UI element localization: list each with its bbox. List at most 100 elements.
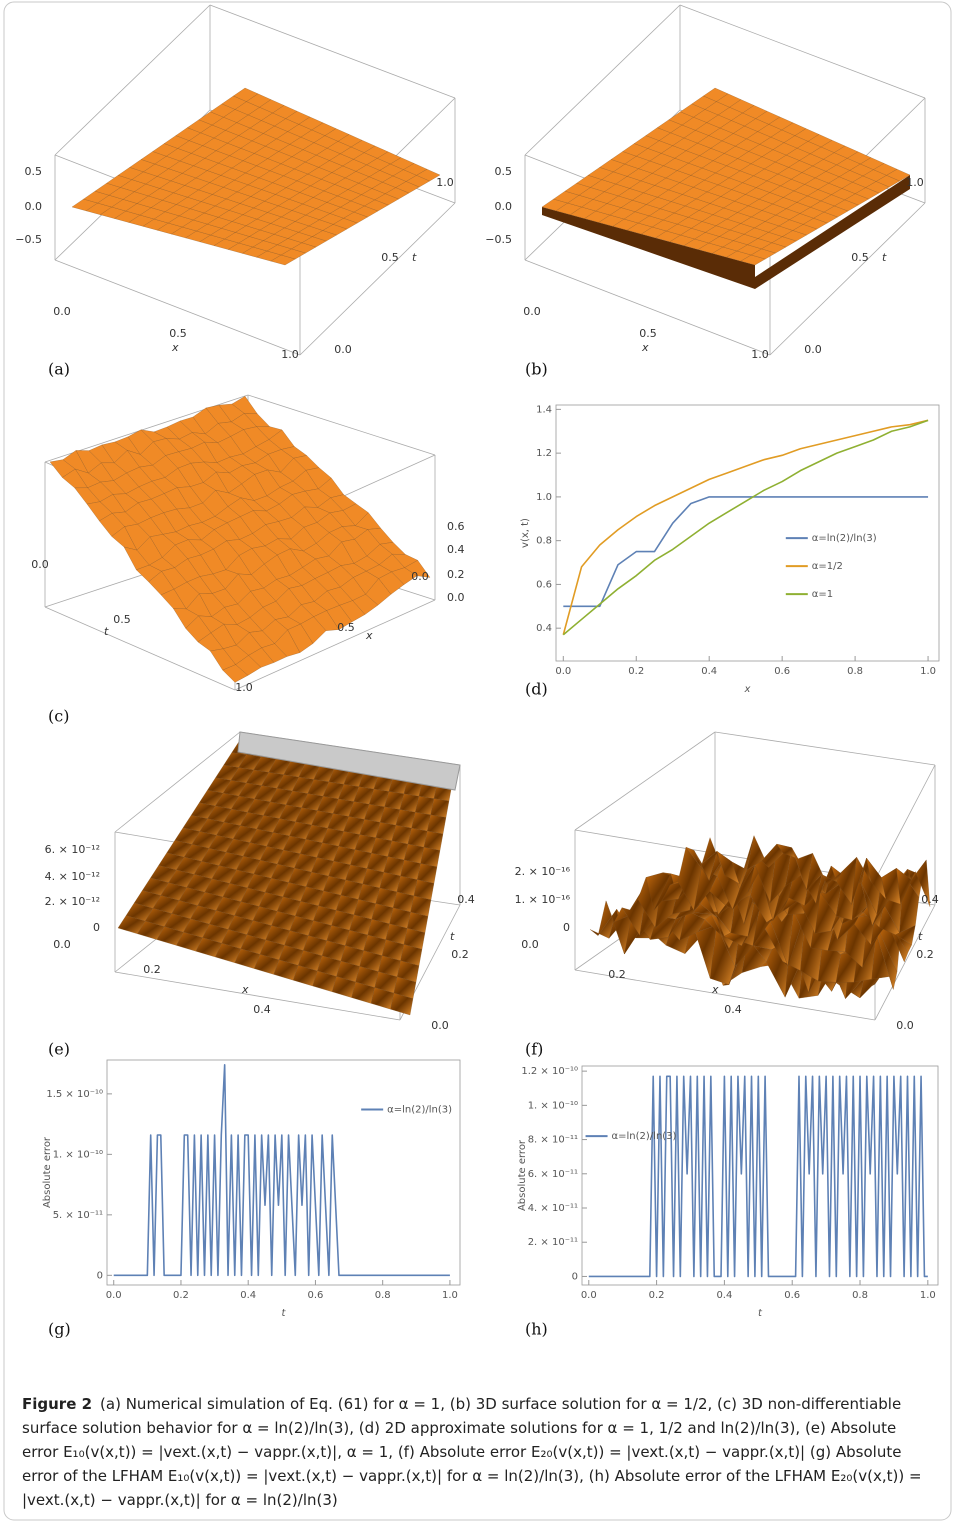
x-tick-label: 0.8 <box>847 666 863 677</box>
y-axis-label: Absolute error <box>42 1136 53 1208</box>
surface-cell <box>886 168 911 182</box>
x-axis-label: x <box>641 341 649 354</box>
x-tick-label: 0.6 <box>774 666 790 677</box>
box-edge <box>209 4 456 99</box>
z-tick-label: 0 <box>93 921 100 934</box>
t-tick-label: 0.5 <box>851 251 869 264</box>
x-tick-label: 0.2 <box>608 968 626 981</box>
frame <box>3 1 952 1521</box>
x-tick-label: 1.0 <box>442 1290 458 1301</box>
z-tick-label: 0.5 <box>495 165 513 178</box>
x-axis-label: t <box>282 1308 287 1319</box>
y-tick-label: 5. × 10⁻¹¹ <box>53 1210 103 1221</box>
y-axis-label: v(x, t) <box>520 518 531 548</box>
z-tick-label: −0.5 <box>15 233 42 246</box>
surface-cell <box>427 814 447 835</box>
y-tick-label: 0.4 <box>536 623 552 634</box>
y-tick-label: 6. × 10⁻¹¹ <box>528 1169 578 1180</box>
y-tick-label: 0 <box>97 1270 103 1281</box>
legend-label: α=ln(2)/ln(3) <box>387 1105 452 1116</box>
legend-label: α=1 <box>812 589 833 600</box>
box-edge <box>679 4 926 99</box>
t-axis-label: t <box>450 930 455 943</box>
box-edge <box>299 202 456 356</box>
t-tick-label: 0.0 <box>896 1019 914 1032</box>
x-tick-label: 0.0 <box>523 305 541 318</box>
t-tick-label: 0.0 <box>431 1019 449 1032</box>
box-edge <box>114 731 241 833</box>
series-line <box>563 496 929 608</box>
x-axis-label: x <box>365 629 373 642</box>
t-tick-label: 1.0 <box>906 176 924 189</box>
box-edge <box>574 731 716 831</box>
x-axis-label: x <box>711 983 719 996</box>
x-tick-label: 0.0 <box>106 1290 122 1301</box>
box-edge <box>234 599 436 691</box>
x-axis-label: x <box>241 983 249 996</box>
y-tick-label: 1. × 10⁻¹⁰ <box>53 1149 103 1160</box>
legend-label: α=ln(2)/ln(3) <box>612 1131 677 1142</box>
x-tick-label: 0.4 <box>724 1003 742 1016</box>
x-tick-label: 0.8 <box>375 1290 391 1301</box>
x-tick-label: 0.5 <box>169 327 187 340</box>
surface-cell <box>420 846 441 868</box>
x-tick-label: 0.0 <box>411 570 429 583</box>
t-tick-label: 1.0 <box>235 681 253 694</box>
x-tick-label: 0.0 <box>555 666 571 677</box>
x-tick-label: 1.0 <box>751 348 769 361</box>
surface-cell <box>911 859 931 907</box>
box-edge <box>247 394 436 456</box>
legend-label: α=1/2 <box>812 561 843 572</box>
panel-label: (c) <box>48 707 69 726</box>
surface-edge <box>542 175 910 289</box>
x-tick-label: 0.4 <box>701 666 717 677</box>
x-tick-label: 0.4 <box>716 1290 732 1301</box>
series-line <box>113 1064 450 1277</box>
panel-label: (g) <box>48 1320 71 1339</box>
z-tick-label: 0.2 <box>447 568 465 581</box>
y-tick-label: 1.2 × 10⁻¹⁰ <box>521 1066 578 1077</box>
caption: Figure 2 (a) Numerical simulation of Eq. … <box>22 1392 937 1512</box>
plot-frame <box>555 404 940 662</box>
x-tick-label: 0.0 <box>53 938 71 951</box>
box-edge <box>574 969 876 1021</box>
t-axis-label: t <box>918 930 923 943</box>
panel-label: (b) <box>525 360 548 379</box>
y-tick-label: 1.0 <box>536 492 552 503</box>
t-axis-label: t <box>412 251 417 264</box>
y-tick-label: 1.2 <box>536 448 552 459</box>
series-line <box>562 419 929 635</box>
box-edge <box>874 764 936 881</box>
y-tick-label: 1. × 10⁻¹⁰ <box>528 1100 578 1111</box>
y-tick-label: 0.6 <box>536 579 552 590</box>
x-tick-label: 0.4 <box>240 1290 256 1301</box>
t-tick-label: 0.4 <box>921 893 939 906</box>
y-tick-label: 0 <box>572 1271 578 1282</box>
x-axis-label: x <box>744 684 751 695</box>
x-axis-label: t <box>758 1308 763 1319</box>
surface-cell <box>416 168 441 182</box>
z-tick-label: 0.6 <box>447 520 465 533</box>
panel-label: (h) <box>525 1320 548 1339</box>
t-tick-label: 0.0 <box>31 558 49 571</box>
z-tick-label: 0.4 <box>447 543 465 556</box>
box-edge <box>714 731 936 766</box>
y-tick-label: 8. × 10⁻¹¹ <box>528 1135 578 1146</box>
box-edge <box>524 259 771 356</box>
y-tick-label: 0.8 <box>536 536 552 547</box>
surface-cell <box>423 830 444 851</box>
t-tick-label: 1.0 <box>436 176 454 189</box>
box-edge <box>574 829 876 881</box>
z-tick-label: 0 <box>563 921 570 934</box>
z-tick-label: 1. × 10⁻¹⁶ <box>515 893 571 906</box>
y-tick-label: 1.5 × 10⁻¹⁰ <box>46 1089 103 1100</box>
caption-label: Figure 2 <box>22 1395 93 1413</box>
box-edge <box>524 4 681 156</box>
plot-frame <box>106 1059 461 1286</box>
x-tick-label: 1.0 <box>281 348 299 361</box>
panel-label: (f) <box>525 1040 543 1059</box>
z-tick-label: 2. × 10⁻¹² <box>45 895 100 908</box>
x-tick-label: 0.5 <box>639 327 657 340</box>
t-tick-label: 0.0 <box>804 343 822 356</box>
